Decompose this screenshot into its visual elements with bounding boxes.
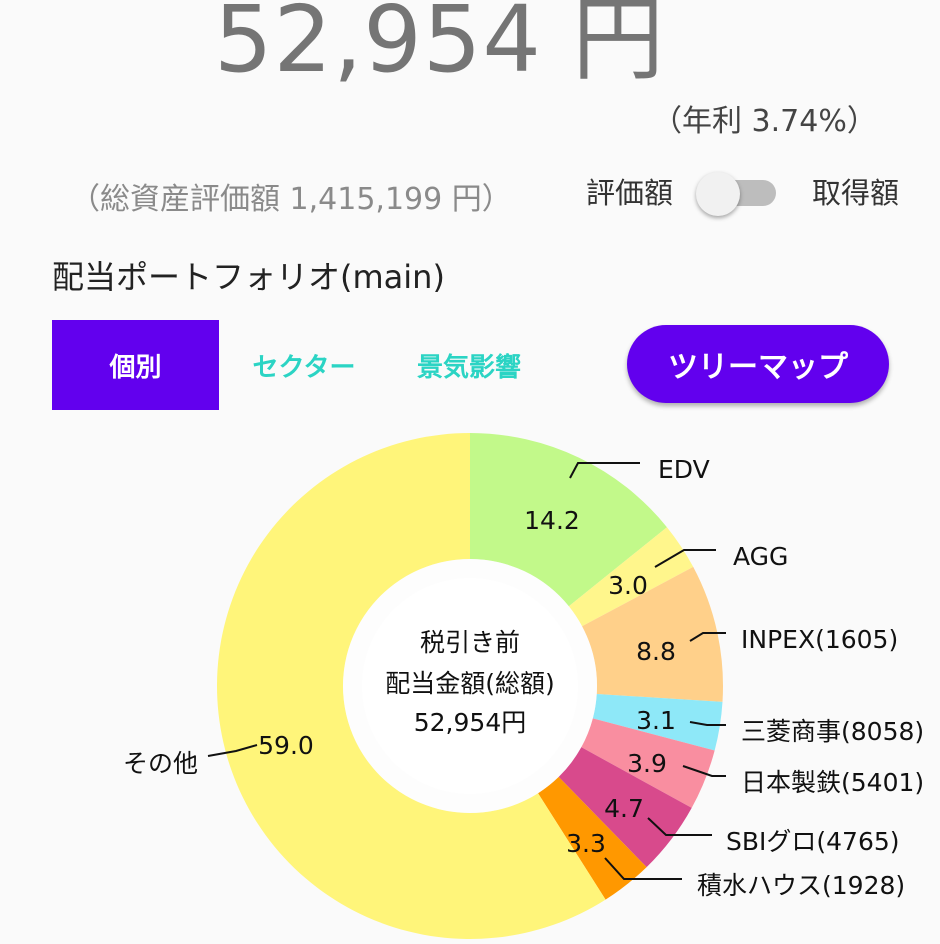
leader-line-edv [569, 462, 640, 479]
center-text-line3: 52,954円 [414, 708, 526, 737]
annual-yield: （年利 3.74%） [652, 104, 877, 139]
center-text-line2: 配当金額(総額) [385, 669, 555, 698]
slice-value-1928: 3.3 [566, 829, 606, 858]
toggle-label-cost: 取得額 [812, 176, 900, 210]
slice-inpex-1605[interactable] [582, 566, 723, 702]
slice-label-inpex-1605: INPEX(1605) [741, 625, 898, 654]
treemap-button[interactable]: ツリーマップ [627, 325, 889, 403]
portfolio-title: 配当ポートフォリオ(main) [52, 258, 445, 296]
slice-sbi-4765[interactable] [558, 747, 692, 868]
slice-agg[interactable] [568, 527, 694, 627]
slice-1928[interactable] [538, 776, 647, 900]
slice-item[interactable] [217, 433, 606, 939]
donut-hole [362, 578, 578, 794]
slice-edv[interactable] [470, 433, 667, 607]
slice-value-item: 59.0 [258, 731, 314, 760]
tab-individual[interactable]: 個別 [52, 320, 219, 410]
leader-line-8058 [689, 721, 726, 726]
slice-value-inpex-1605: 8.8 [636, 637, 676, 666]
tab-economic-impact[interactable]: 景気影響 [416, 352, 521, 383]
slice-label-sbi-4765: SBIグロ(4765) [726, 827, 900, 856]
leader-line-sbi-4765 [647, 817, 712, 836]
slice-label-item: その他 [123, 749, 198, 778]
slice-value-agg: 3.0 [608, 571, 648, 600]
slice-value-5401: 3.9 [627, 749, 667, 778]
slice-label-5401: 日本製鉄(5401) [741, 768, 924, 797]
total-dividend-amount: 52,954 円 [214, 0, 666, 93]
slice-8058[interactable] [592, 693, 723, 751]
slice-5401[interactable] [581, 718, 715, 808]
leader-line-inpex-1605 [689, 632, 726, 642]
slice-value-8058: 3.1 [636, 706, 676, 735]
toggle-label-evaluation: 評価額 [586, 176, 674, 210]
valuation-basis-toggle[interactable] [696, 170, 780, 216]
leader-line-1928 [604, 857, 682, 880]
slice-label-8058: 三菱商事(8058) [741, 717, 924, 746]
center-text-line1: 税引き前 [420, 628, 520, 657]
slice-label-1928: 積水ハウス(1928) [697, 871, 905, 900]
slice-value-sbi-4765: 4.7 [604, 794, 644, 823]
toggle-thumb[interactable] [696, 172, 740, 216]
slice-label-edv: EDV [658, 455, 710, 484]
leader-line-5401 [682, 765, 726, 777]
slice-label-agg: AGG [733, 542, 788, 571]
tab-sector[interactable]: セクター [252, 352, 356, 383]
leader-line-item [207, 744, 258, 757]
leader-line-agg [654, 549, 716, 568]
total-assets-value: （総資産評価額 1,415,199 円） [70, 182, 512, 217]
slice-value-edv: 14.2 [524, 506, 580, 535]
